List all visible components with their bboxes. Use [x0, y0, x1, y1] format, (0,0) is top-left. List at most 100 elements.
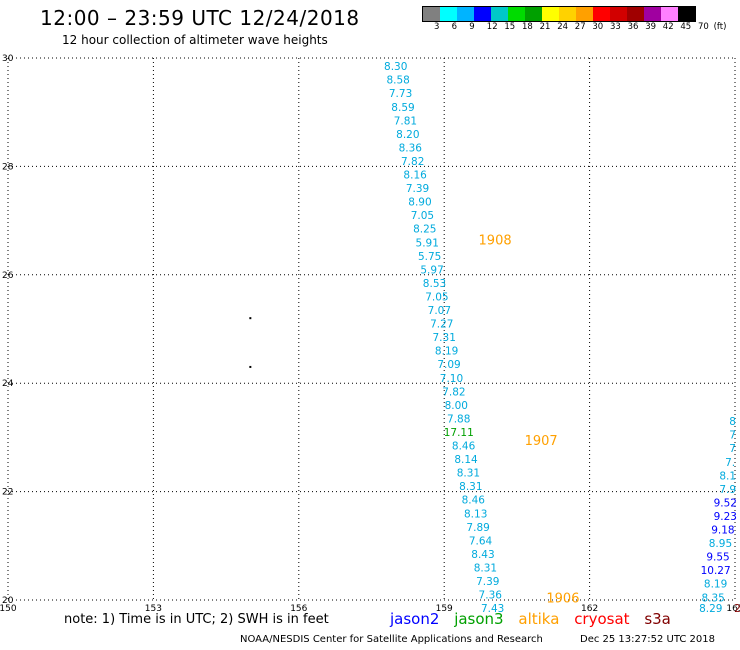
wave-height-value: 8 [729, 416, 736, 428]
legend-label: 21 [539, 22, 551, 32]
wave-height-value: 9.23 [714, 511, 737, 523]
lat-tick-label: 30 [2, 54, 14, 64]
wave-height-value: 8.90 [408, 197, 431, 209]
lon-tick-label: 156 [290, 604, 307, 614]
wave-height-value: 8.95 [709, 538, 732, 550]
legend-label: 36 [627, 22, 639, 32]
legend-swatch [661, 7, 678, 21]
wave-height-value: 8.14 [454, 454, 478, 466]
wave-height-value: 7.89 [466, 522, 489, 534]
wave-height-value: 8.19 [435, 346, 458, 358]
legend-label: 33 [610, 22, 621, 32]
legend-label: 30 [592, 22, 604, 32]
map-subtitle: 12 hour collection of altimeter wave hei… [62, 33, 328, 47]
wave-height-value: 9.52 [714, 497, 737, 509]
wave-height-value: 8.16 [403, 170, 427, 182]
track-time-label: 1906 [546, 591, 579, 606]
legend-label: 42 [662, 22, 674, 32]
legend-swatch [474, 7, 491, 21]
legend-s3a: s3a [644, 610, 671, 628]
wave-height-value: 8.43 [471, 549, 494, 561]
wave-height-value: 8.36 [399, 142, 423, 154]
lat-tick-label: 24 [2, 379, 14, 389]
wave-height-value: 7.9 [719, 484, 736, 496]
legend-swatch [525, 7, 542, 21]
legend-label: 9 [469, 22, 475, 32]
lon-tick-label: 162 [581, 604, 598, 614]
wave-height-value: 10.27 [701, 565, 731, 577]
wave-height-value: 7.73 [389, 88, 412, 100]
wave-height-value: 7 [729, 430, 736, 442]
wave-height-value: 7.39 [406, 183, 429, 195]
wave-height-value: 8.35 [701, 592, 724, 604]
color-legend-labels: 3 6 9 12 15 18 21 24 27 30 33 36 39 42 45 70 (ft) [422, 22, 740, 34]
legend-jason3: jason3 [454, 610, 504, 628]
island-point [249, 317, 252, 320]
legend-label: 12 [486, 22, 498, 32]
map-title: 12:00 – 23:59 UTC 12/24/2018 [40, 6, 360, 30]
lat-tick-label: 20 [2, 596, 14, 606]
wave-height-value: 7.81 [394, 115, 417, 127]
legend-swatch [678, 7, 695, 21]
legend-label: 24 [557, 22, 569, 32]
legend-swatch [542, 7, 559, 21]
wave-height-value: 17.11 [444, 427, 474, 439]
wave-height-value: 8.30 [384, 61, 407, 73]
wave-height-value: 9.55 [706, 552, 729, 564]
wave-height-value: 8.19 [704, 579, 727, 591]
legend-altika: altika [518, 610, 560, 628]
wave-height-value: 5.91 [416, 237, 439, 249]
wave-height-value: 5.75 [418, 251, 441, 263]
wave-height-value: 7.10 [440, 373, 463, 385]
legend-swatch [559, 7, 576, 21]
wave-height-value: 8.46 [462, 495, 486, 507]
wave-height-value: 8.58 [386, 75, 409, 87]
wave-height-value: 8.31 [459, 481, 482, 493]
wave-height-value: 8.31 [457, 468, 480, 480]
wave-height-value: 8.31 [474, 562, 497, 574]
legend-label: 18 [522, 22, 533, 32]
wave-height-value: 9.18 [711, 525, 734, 537]
wave-height-value: 7.05 [425, 291, 448, 303]
legend-label: 45 [680, 22, 692, 32]
wave-height-value: 7.36 [479, 590, 503, 602]
wave-height-value: 8.59 [391, 102, 414, 114]
lon-tick-label: 165 [726, 604, 740, 614]
wave-height-value: 7.82 [442, 386, 465, 398]
legend-swatch [593, 7, 610, 21]
wave-height-value: 7.31 [433, 332, 456, 344]
satellite-legend: jason2 jason3 altika cryosat s3a [390, 610, 681, 628]
lon-tick-label: 150 [0, 604, 17, 614]
legend-jason2: jason2 [390, 610, 440, 628]
legend-swatch [440, 7, 457, 21]
footer-timestamp: Dec 25 13:27:52 UTC 2018 [580, 634, 715, 645]
wave-height-value: 7.09 [437, 359, 460, 371]
wave-height-value: 7.07 [428, 305, 451, 317]
wave-height-value: 7. [725, 457, 735, 469]
legend-swatch [644, 7, 661, 21]
wave-height-value: 7.39 [476, 576, 499, 588]
wave-height-value: 8.46 [452, 441, 476, 453]
legend-label: 3 [434, 22, 440, 32]
wave-height-value: 7.43 [481, 603, 504, 615]
footer-credit: NOAA/NESDIS Center for Satellite Applica… [240, 634, 543, 645]
wave-height-value: 7.88 [447, 413, 470, 425]
track-time-label: 1908 [479, 234, 512, 249]
wave-height-value: 7.27 [430, 319, 453, 331]
wave-height-value: 8.29 [699, 603, 722, 615]
lat-tick-label: 22 [2, 488, 13, 498]
track-time-label: 1907 [525, 434, 558, 449]
wave-height-value: 8.25 [413, 224, 436, 236]
lon-tick-label: 153 [145, 604, 162, 614]
legend-swatch [576, 7, 593, 21]
wave-height-value: 8.20 [396, 129, 419, 141]
legend-swatch [627, 7, 644, 21]
lon-tick-label: 159 [436, 604, 453, 614]
lat-tick-label: 26 [2, 271, 14, 281]
wave-height-value: 7.05 [411, 210, 434, 222]
wave-height-value: 7.64 [469, 535, 493, 547]
footer-note: note: 1) Time is in UTC; 2) SWH is in fe… [64, 612, 329, 627]
legend-swatch [491, 7, 508, 21]
wave-height-value: 8.1 [719, 470, 736, 482]
